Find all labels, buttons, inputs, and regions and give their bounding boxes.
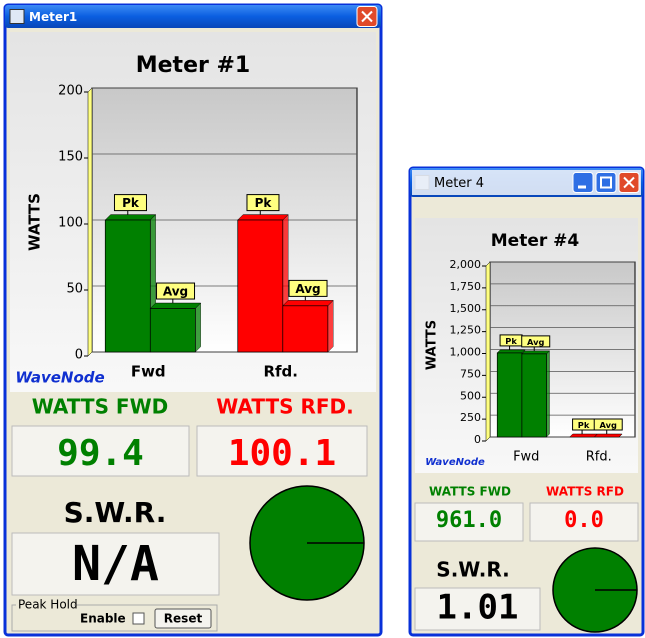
bar-side: [546, 350, 550, 438]
x-tick-label: Rfd.: [263, 363, 298, 381]
swr-box: [11, 532, 220, 596]
bar-top: [282, 300, 334, 307]
title-bar: [5, 5, 381, 28]
y-axis-label: WATTS: [26, 193, 44, 251]
y-tick-label: 750: [460, 367, 481, 380]
bar-label: Pk: [255, 196, 273, 210]
y-tick-label: 0: [474, 433, 481, 446]
maximize-button[interactable]: [595, 172, 617, 193]
swr-label: S.W.R.: [64, 496, 167, 529]
bar: [149, 308, 196, 353]
brand: WaveNode: [15, 369, 104, 387]
reset-button[interactable]: [154, 608, 212, 629]
window-icon: [9, 9, 25, 24]
swr-box: [414, 587, 541, 631]
y-tick-label: 200: [58, 84, 83, 99]
minimize-icon: [578, 185, 586, 189]
window-title: Meter 4: [434, 176, 484, 191]
fwd-value: 99.4: [57, 433, 144, 474]
fwd-label: WATTS FWD: [429, 485, 511, 499]
close-icon: [623, 176, 635, 189]
bar: [282, 305, 329, 353]
enable-label: Enable: [80, 612, 126, 626]
bar-top: [149, 302, 202, 309]
y-tick-label: 250: [460, 411, 481, 424]
swr-value: N/A: [72, 536, 159, 592]
y-tick-label: 1,000: [450, 346, 482, 359]
rfd-value: 0.0: [564, 508, 604, 533]
bar-top: [569, 433, 599, 438]
bar-top: [237, 214, 289, 221]
bar-label-box: [521, 335, 551, 348]
bar-top: [521, 350, 551, 355]
swr-label: S.W.R.: [436, 558, 509, 582]
axis-wall: [485, 261, 491, 442]
y-axis-label: WATTS: [425, 320, 440, 370]
rfd-label: WATTS RFD: [546, 485, 624, 499]
bar-label-box: [593, 418, 623, 431]
x-tick-label: Fwd: [513, 450, 539, 465]
bar-label: Pk: [122, 196, 140, 210]
bar-label: Pk: [578, 420, 590, 430]
maximize-icon: [600, 176, 612, 189]
bar-side: [195, 302, 202, 353]
peak-hold-title: Peak Hold: [18, 598, 78, 612]
close-icon: [361, 10, 373, 23]
bar-label: Pk: [505, 336, 517, 346]
chart-title: Meter #1: [136, 53, 251, 78]
enable-checkbox[interactable]: [132, 612, 145, 625]
fwd-value: 961.0: [436, 508, 502, 533]
fwd-label: WATTS FWD: [32, 395, 169, 419]
bar-label-box: [113, 194, 147, 212]
bar-top: [104, 214, 157, 221]
bar-top: [496, 349, 526, 354]
bar-label: Avg: [295, 282, 320, 296]
y-tick-label: 2,000: [450, 258, 482, 271]
bar-label: Avg: [527, 337, 544, 347]
bar-label: Avg: [163, 285, 188, 299]
y-tick-label: 100: [58, 216, 83, 231]
rfd-value: 100.1: [228, 433, 336, 474]
value-box: [529, 502, 639, 542]
value-box: [196, 425, 368, 477]
bar: [521, 353, 547, 438]
bar-label-box: [288, 279, 328, 297]
y-tick-label: 1,250: [450, 324, 482, 337]
y-tick-label: 50: [66, 282, 83, 297]
y-tick-label: 1,500: [450, 302, 482, 315]
bar-label-box: [246, 194, 280, 212]
chart-title: Meter #4: [491, 231, 580, 251]
peak-hold-group: [11, 604, 218, 632]
x-tick-label: Fwd: [131, 363, 166, 381]
minimize-button[interactable]: [572, 172, 594, 193]
bar-side: [327, 299, 334, 353]
y-tick-label: 150: [58, 150, 83, 165]
reset-label: Reset: [164, 612, 203, 626]
peak-hold-title-bg: [16, 599, 74, 611]
rfd-label: WATTS RFD.: [216, 395, 353, 419]
y-tick-label: 0: [75, 348, 83, 363]
x-tick-label: Rfd.: [586, 450, 612, 465]
value-box: [11, 425, 190, 477]
y-tick-label: 1,750: [450, 280, 482, 293]
bar-top: [593, 433, 623, 438]
axis-wall: [87, 87, 93, 357]
brand: WaveNode: [425, 457, 485, 468]
window-title: Meter1: [29, 10, 77, 24]
swr-value: 1.01: [437, 588, 519, 628]
bar-label: Avg: [600, 420, 617, 430]
bar-label-box: [156, 282, 196, 300]
bar: [237, 219, 284, 353]
bar: [496, 352, 523, 438]
y-tick-label: 500: [460, 389, 481, 402]
value-box: [414, 502, 524, 542]
bar: [104, 219, 151, 353]
